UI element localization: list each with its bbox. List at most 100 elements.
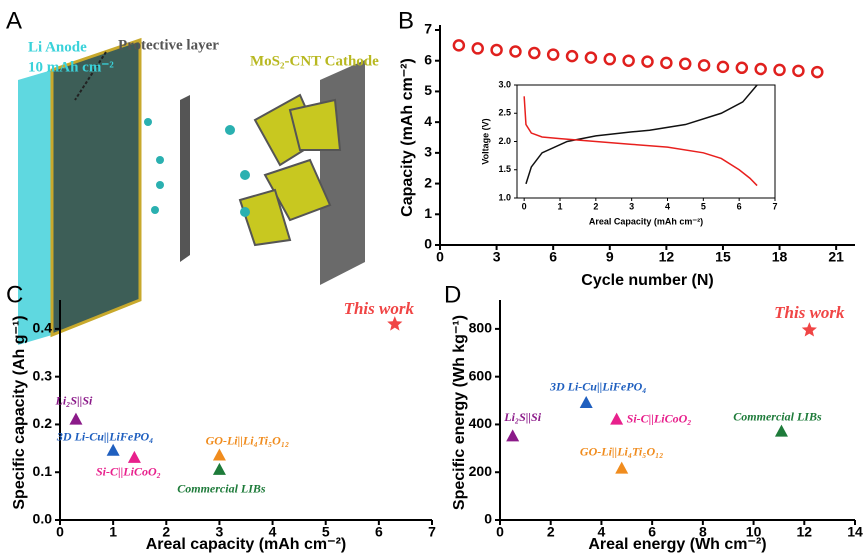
- point: [107, 444, 120, 456]
- plot-frame: [517, 85, 775, 198]
- point: [506, 429, 519, 441]
- point-label: Si-C||LiCoO₂: [627, 411, 692, 425]
- point-label: GO-Li||Li₄Ti₅O₁₂: [206, 433, 290, 447]
- figure: A Li Anode 10 mAh cm⁻² Protective layer …: [0, 0, 868, 553]
- y-tick-label: 6: [424, 51, 432, 67]
- point: [775, 65, 785, 75]
- point: [567, 51, 577, 61]
- x-axis-title: Areal Capacity (mAh cm⁻²): [589, 216, 703, 226]
- point: [718, 62, 728, 72]
- y-tick-label: 7: [424, 21, 432, 37]
- y-tick-label: 1.0: [498, 192, 511, 202]
- anode-capacity: 10 mAh cm⁻²: [28, 59, 114, 75]
- point: [510, 47, 520, 57]
- x-tick-label: 0: [496, 524, 504, 540]
- y-tick-label: 1.5: [498, 164, 511, 174]
- point-label: This work: [344, 299, 415, 318]
- point: [756, 64, 766, 74]
- x-tick-label: 15: [715, 249, 731, 265]
- x-tick-label: 12: [796, 524, 812, 540]
- separator: [180, 95, 190, 262]
- point-label: Commercial LIBs: [177, 482, 266, 496]
- cathode-plate: [320, 60, 365, 285]
- point: [492, 45, 502, 55]
- y-tick-label: 3.0: [498, 79, 511, 89]
- x-tick-label: 7: [772, 201, 777, 211]
- point: [586, 53, 596, 63]
- x-tick-label: 7: [428, 524, 436, 540]
- point: [213, 449, 226, 461]
- y-tick-label: 0.2: [33, 415, 53, 431]
- y-axis-title: Specific capacity (Ah g⁻¹): [11, 315, 28, 509]
- x-tick-label: 9: [606, 249, 614, 265]
- y-tick-label: 600: [469, 367, 493, 383]
- y-tick-label: 0.4: [33, 320, 53, 336]
- y-axis-title: Capacity (mAh cm⁻²): [399, 58, 416, 217]
- x-tick-label: 1: [109, 524, 117, 540]
- y-axis-title: Specific energy (Wh kg⁻¹): [451, 315, 468, 510]
- x-tick-label: 3: [629, 201, 634, 211]
- y-tick-label: 0: [424, 236, 432, 252]
- ions: [144, 118, 250, 217]
- x-tick-label: 6: [737, 201, 742, 211]
- point: [680, 59, 690, 69]
- point: [610, 413, 623, 425]
- point: [802, 322, 817, 336]
- x-tick-label: 12: [659, 249, 675, 265]
- y-tick-label: 2: [424, 174, 432, 190]
- x-axis-title: Cycle number (N): [581, 272, 713, 289]
- y-tick-label: 0.1: [33, 463, 53, 479]
- x-tick-label: 18: [772, 249, 788, 265]
- point: [387, 316, 402, 330]
- anode-label: Li Anode: [28, 39, 87, 55]
- x-axis-title: Areal energy (Wh cm⁻²): [588, 536, 766, 553]
- y-tick-label: 2.5: [498, 108, 511, 118]
- y-tick-label: 1: [424, 205, 432, 221]
- y-tick-label: 400: [469, 415, 493, 431]
- point: [529, 48, 539, 58]
- point-label: Li₂S||Si: [55, 393, 93, 407]
- y-tick-label: 0.3: [33, 367, 53, 383]
- y-tick-label: 800: [469, 320, 493, 336]
- point: [737, 63, 747, 73]
- y-tick-label: 3: [424, 144, 432, 160]
- x-tick-label: 1: [557, 201, 562, 211]
- x-tick-label: 0: [56, 524, 64, 540]
- point: [213, 463, 226, 475]
- point-label: 3D Li-Cu||LiFePO₄: [56, 429, 153, 443]
- cathode-label: MoS₂-CNT Cathode: [250, 53, 379, 69]
- x-tick-label: 14: [847, 524, 863, 540]
- point-label: Li₂S||Si: [503, 410, 541, 424]
- point-label: Si-C||LiCoO₂: [96, 465, 161, 479]
- y-tick-label: 200: [469, 463, 493, 479]
- point-label: Commercial LIBs: [733, 409, 822, 423]
- point: [128, 451, 141, 463]
- panel-label: C: [6, 281, 23, 308]
- illustration: A Li Anode 10 mAh cm⁻² Protective layer …: [6, 7, 379, 345]
- panel-label: A: [6, 7, 22, 34]
- x-tick-label: 4: [665, 201, 670, 211]
- y-tick-label: 4: [424, 113, 432, 129]
- y-tick-label: 0: [484, 511, 492, 527]
- x-tick-label: 0: [436, 249, 444, 265]
- x-tick-label: 6: [549, 249, 557, 265]
- point-label: This work: [774, 303, 845, 322]
- x-tick-label: 0: [522, 201, 527, 211]
- panel-label: B: [398, 7, 414, 34]
- y-tick-label: 5: [424, 82, 432, 98]
- point: [473, 43, 483, 53]
- point: [454, 40, 464, 50]
- point: [775, 425, 788, 437]
- x-tick-label: 6: [375, 524, 383, 540]
- point: [643, 57, 653, 67]
- point: [615, 462, 628, 474]
- point: [69, 413, 82, 425]
- x-tick-label: 21: [828, 249, 844, 265]
- x-tick-label: 2: [547, 524, 555, 540]
- y-axis-title: Voltage (V): [480, 118, 490, 164]
- point: [580, 396, 593, 408]
- x-tick-label: 2: [593, 201, 598, 211]
- point: [624, 56, 634, 66]
- point: [661, 58, 671, 68]
- layer-label: Protective layer: [118, 37, 219, 53]
